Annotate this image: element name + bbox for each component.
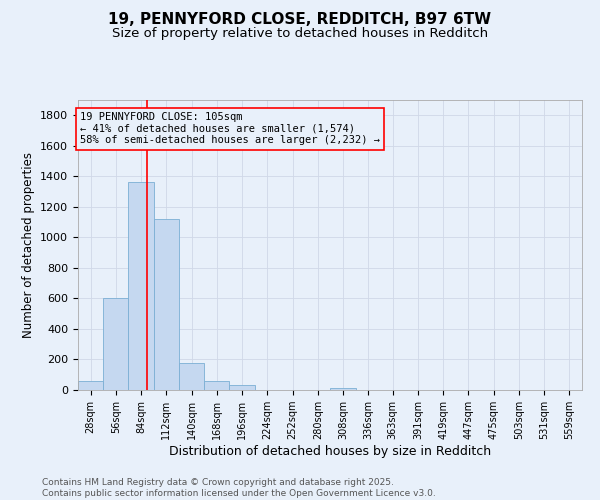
Bar xyxy=(331,388,356,390)
Bar xyxy=(103,298,128,390)
Bar xyxy=(179,364,204,390)
X-axis label: Distribution of detached houses by size in Redditch: Distribution of detached houses by size … xyxy=(169,445,491,458)
Text: 19 PENNYFORD CLOSE: 105sqm
← 41% of detached houses are smaller (1,574)
58% of s: 19 PENNYFORD CLOSE: 105sqm ← 41% of deta… xyxy=(80,112,380,146)
Bar xyxy=(229,384,255,390)
Bar xyxy=(154,219,179,390)
Bar xyxy=(78,381,103,390)
Y-axis label: Number of detached properties: Number of detached properties xyxy=(22,152,35,338)
Bar xyxy=(204,381,229,390)
Bar xyxy=(128,182,154,390)
Text: Contains HM Land Registry data © Crown copyright and database right 2025.
Contai: Contains HM Land Registry data © Crown c… xyxy=(42,478,436,498)
Text: 19, PENNYFORD CLOSE, REDDITCH, B97 6TW: 19, PENNYFORD CLOSE, REDDITCH, B97 6TW xyxy=(109,12,491,28)
Text: Size of property relative to detached houses in Redditch: Size of property relative to detached ho… xyxy=(112,28,488,40)
